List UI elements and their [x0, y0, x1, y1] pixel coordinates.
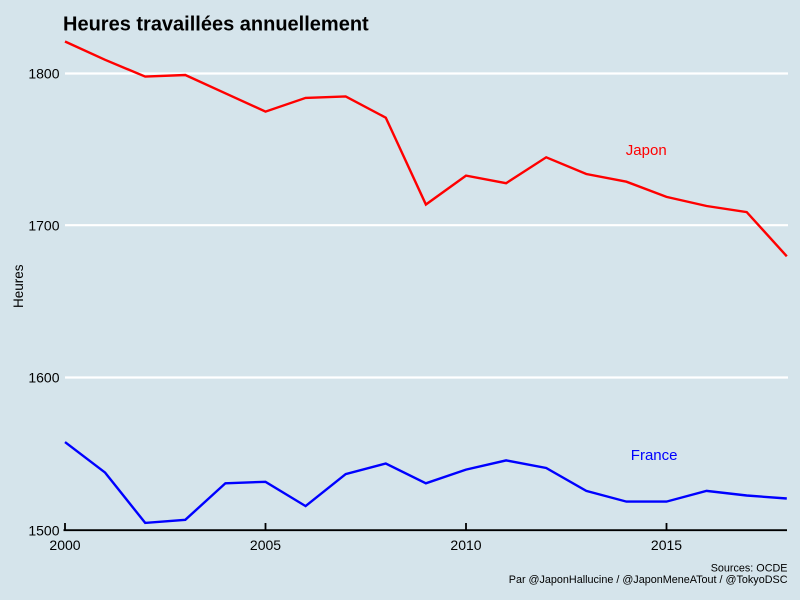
svg-text:Japon: Japon — [626, 142, 667, 159]
svg-text:2005: 2005 — [250, 537, 281, 553]
svg-text:1500: 1500 — [28, 523, 59, 539]
svg-text:2015: 2015 — [651, 537, 682, 553]
svg-text:2000: 2000 — [49, 537, 80, 553]
svg-text:Heures travaillées annuellemen: Heures travaillées annuellement — [63, 14, 369, 36]
svg-text:2010: 2010 — [450, 537, 481, 553]
svg-text:Sources: OCDE: Sources: OCDE — [711, 562, 788, 574]
svg-text:1600: 1600 — [28, 370, 59, 386]
svg-text:Par @JaponHallucine / @JaponMe: Par @JaponHallucine / @JaponMeneATout / … — [509, 574, 788, 586]
svg-text:1700: 1700 — [28, 218, 59, 234]
svg-text:France: France — [631, 447, 678, 464]
svg-text:Heures: Heures — [11, 264, 26, 308]
svg-text:1800: 1800 — [28, 66, 59, 82]
